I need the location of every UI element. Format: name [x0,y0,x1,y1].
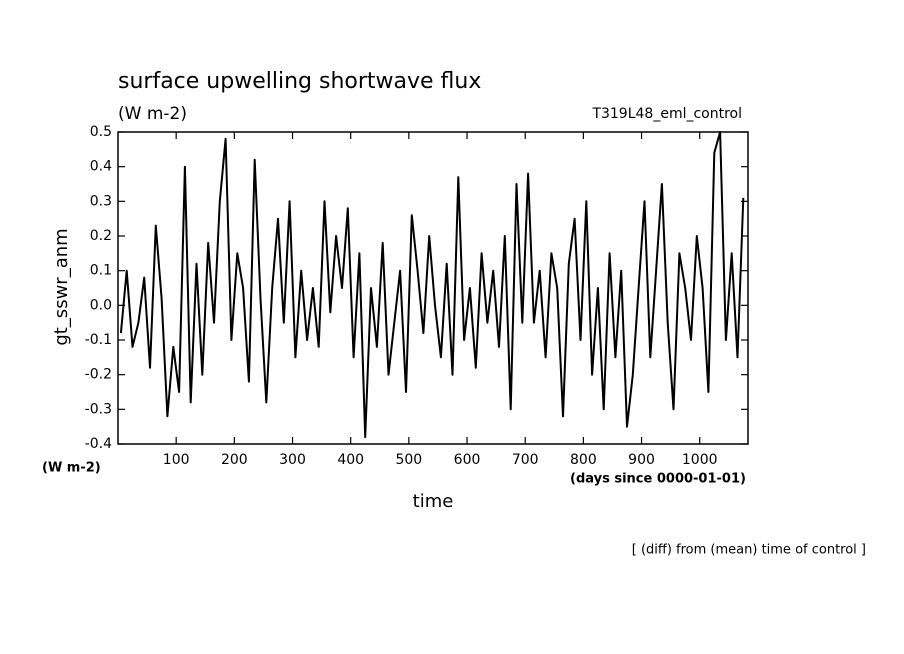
x-tick-label: 800 [570,452,597,468]
x-tick-label: 900 [628,452,655,468]
y-tick-label: -0.4 [85,436,112,452]
data-line [119,131,745,439]
x-tick-label: 200 [221,452,248,468]
note: [ (diff) from (mean) time of control ] [632,543,866,558]
x-axis-label: time [413,491,454,512]
y-tick-label: -0.1 [85,332,112,348]
y-tick-label: 0.0 [90,297,112,313]
plot-frame [117,131,749,445]
y-tick-label: 0.3 [90,193,112,209]
x-tick-label: 600 [454,452,481,468]
units: (W m-2) [118,104,187,124]
y-tick-label: -0.3 [85,401,112,417]
y-tick-label: -0.2 [85,367,112,383]
x-tick-label: 700 [512,452,539,468]
x-units: (days since 0000-01-01) [570,472,746,487]
experiment: T319L48_eml_control [591,106,742,122]
x-tick-label: 100 [163,452,190,468]
y-units: (W m-2) [42,461,101,476]
x-tick-label: 1000 [682,452,718,468]
y-tick-label: 0.1 [90,263,112,279]
x-tick-label: 300 [279,452,306,468]
x-tick-label: 500 [395,452,422,468]
y-tick-label: 0.2 [90,228,112,244]
y-axis-label: gt_sswr_anm [51,228,72,345]
chart-title: surface upwelling shortwave flux [118,69,481,94]
y-tick-label: 0.4 [90,159,112,175]
x-tick-label: 400 [337,452,364,468]
y-tick-label: 0.5 [90,124,112,140]
